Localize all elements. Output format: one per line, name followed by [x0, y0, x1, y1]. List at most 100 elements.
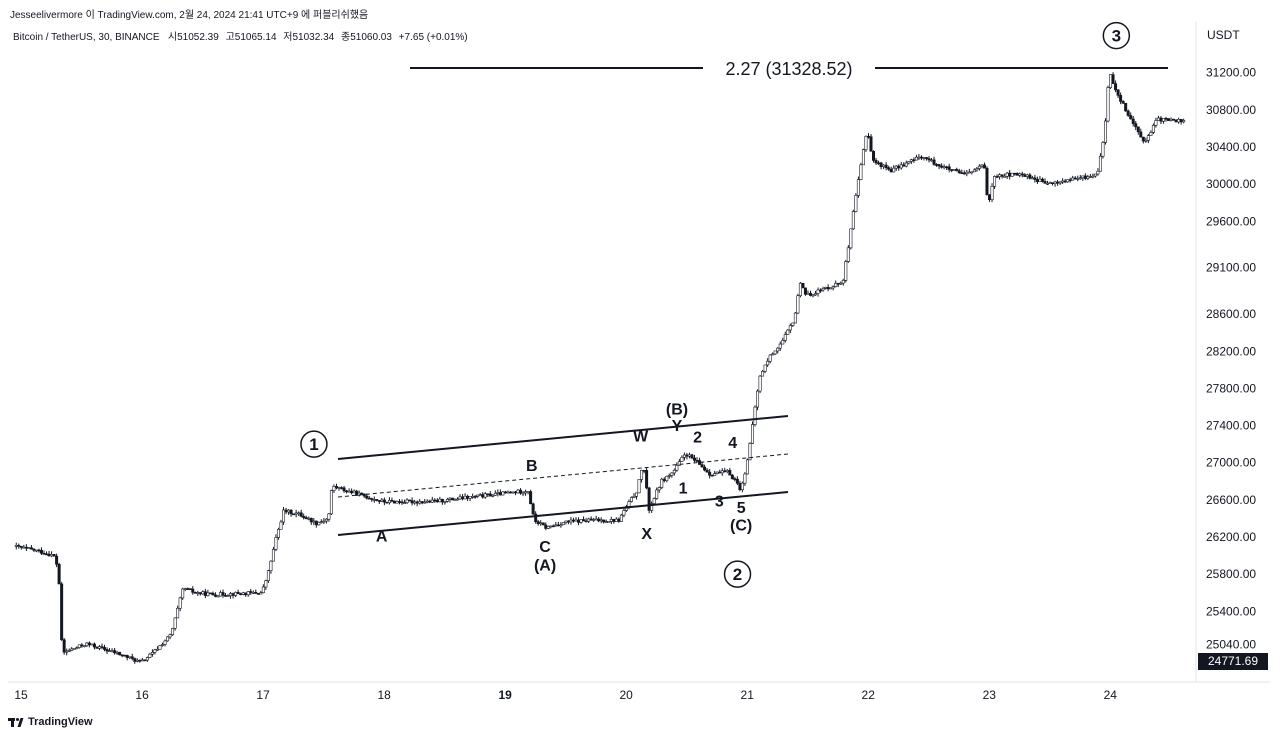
candle-body — [249, 591, 253, 593]
candle-body — [889, 168, 893, 173]
candle-body — [47, 553, 51, 557]
candle-body — [1129, 115, 1133, 120]
wave-label[interactable]: B — [526, 458, 538, 475]
candle-body — [1114, 83, 1118, 91]
candle-body — [1124, 102, 1128, 112]
candle-body — [791, 322, 795, 326]
candle-body — [708, 471, 712, 476]
candle-body — [1010, 172, 1014, 177]
candle-body — [1076, 178, 1080, 180]
candle-body — [975, 168, 979, 171]
candle-body — [894, 165, 898, 169]
candle-body — [733, 478, 737, 481]
candle-body — [907, 161, 911, 164]
candle-body — [597, 518, 601, 522]
wave-label[interactable]: C — [539, 539, 551, 556]
candle-body — [758, 375, 762, 392]
candle-body — [627, 501, 631, 507]
candle-body — [14, 545, 18, 547]
wave-label[interactable]: (B) — [666, 401, 688, 418]
channel-mid-line[interactable] — [337, 453, 789, 498]
high-value: 51065.14 — [234, 32, 277, 43]
candle-body — [118, 651, 122, 656]
candle-body — [24, 546, 28, 549]
candle-body — [604, 521, 608, 523]
candle-body — [1038, 178, 1042, 182]
candle-body — [826, 286, 830, 290]
candle-body — [307, 517, 311, 520]
candle-body — [438, 498, 442, 503]
candle-body — [413, 501, 417, 504]
candle-body — [201, 591, 205, 595]
candle-body — [919, 156, 923, 159]
candle-body — [665, 475, 669, 482]
candle-body — [128, 656, 132, 659]
candle-body — [188, 588, 192, 590]
wave-label[interactable]: X — [641, 526, 652, 543]
candle-body — [675, 465, 679, 471]
candle-body — [488, 493, 492, 497]
price-tick-label: 26200.00 — [1206, 530, 1256, 544]
candle-body — [811, 294, 815, 297]
wave-circle[interactable] — [300, 430, 328, 458]
candle-body — [816, 289, 820, 294]
wave-label[interactable]: A — [376, 529, 388, 546]
candle-body — [1015, 173, 1019, 176]
candle-body — [761, 371, 765, 377]
candle-body — [990, 186, 994, 201]
candle-body — [380, 499, 384, 502]
candle-body — [329, 490, 333, 515]
time-tick-label: 18 — [377, 688, 391, 702]
wave-label[interactable]: (A) — [534, 557, 556, 574]
candle-body — [463, 495, 467, 500]
candle-body — [173, 617, 177, 629]
candle-body — [37, 549, 41, 552]
candle-body — [97, 646, 101, 649]
candle-body — [213, 594, 217, 597]
wave-label[interactable]: 4 — [728, 435, 737, 452]
candle-body — [788, 325, 792, 331]
candle-body — [985, 167, 989, 196]
candle-body — [365, 495, 369, 499]
candle-body — [120, 654, 124, 657]
candle-body — [362, 493, 366, 497]
wave-label[interactable]: 2 — [693, 429, 702, 446]
candle-body — [909, 159, 913, 162]
candle-body — [181, 588, 185, 599]
candle-body — [680, 457, 684, 462]
candle-body — [803, 287, 807, 295]
wave-label[interactable]: 5 — [737, 500, 746, 517]
currency-unit-label[interactable]: USDT — [1200, 26, 1268, 44]
candle-body — [1018, 173, 1022, 176]
wave-label[interactable]: W — [633, 428, 649, 445]
candle-body — [657, 487, 661, 491]
wave-label[interactable]: (C) — [730, 518, 752, 535]
candle-body — [637, 479, 641, 494]
tradingview-brand[interactable]: TradingView — [8, 716, 93, 728]
candle-body — [498, 492, 502, 496]
candle-body — [730, 474, 734, 480]
candle-body — [690, 454, 694, 459]
candle-body — [80, 644, 84, 647]
wave-label[interactable]: 1 — [679, 480, 688, 497]
wave-circle[interactable] — [1102, 21, 1131, 50]
channel-upper-line[interactable] — [337, 415, 789, 460]
wave-label[interactable]: 3 — [715, 493, 724, 510]
candle-body — [660, 478, 664, 488]
candle-body — [877, 162, 881, 165]
wave-circle[interactable] — [723, 560, 752, 588]
candle-body — [453, 499, 457, 501]
candle-body — [90, 643, 94, 646]
low-label: 저 — [283, 32, 293, 43]
channel-lower-line[interactable] — [337, 491, 789, 536]
candle-body — [814, 293, 818, 296]
candle-body — [735, 478, 739, 484]
wave-label[interactable]: Y — [672, 418, 683, 435]
candle-body — [352, 490, 356, 494]
candle-body — [677, 461, 681, 466]
symbol-title[interactable]: Bitcoin / TetherUS, 30, BINANCE — [13, 32, 160, 43]
candle-body — [970, 171, 974, 174]
candle-body — [582, 519, 586, 522]
candle-body — [1051, 182, 1055, 185]
